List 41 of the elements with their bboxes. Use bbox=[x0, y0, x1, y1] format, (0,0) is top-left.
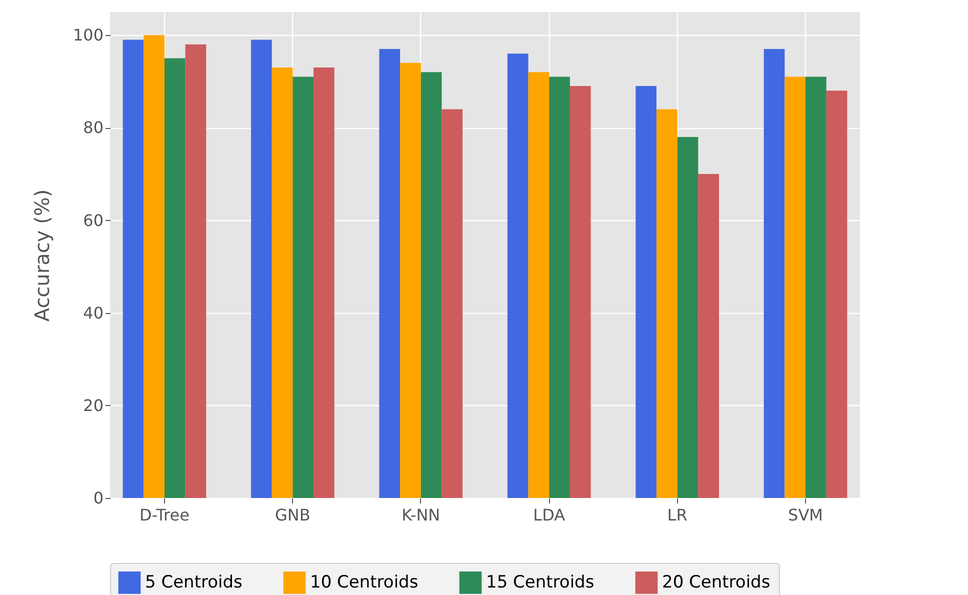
bar bbox=[164, 58, 186, 498]
bar bbox=[314, 68, 334, 498]
bar bbox=[507, 54, 528, 498]
bar bbox=[806, 76, 826, 498]
bar bbox=[292, 76, 314, 498]
bar bbox=[144, 35, 164, 498]
bar bbox=[764, 49, 785, 498]
x-tick-label: SVM bbox=[788, 506, 823, 524]
legend-label: 15 Centroids bbox=[486, 572, 594, 593]
bar bbox=[442, 109, 463, 498]
bar bbox=[826, 90, 848, 498]
bar bbox=[784, 76, 806, 498]
y-tick-label: 20 bbox=[83, 396, 104, 415]
bar bbox=[549, 76, 570, 498]
x-tick-label: GNB bbox=[275, 506, 310, 524]
y-tick-label: 80 bbox=[83, 118, 104, 138]
bar bbox=[122, 40, 144, 498]
bar bbox=[698, 174, 719, 498]
bar bbox=[400, 62, 421, 498]
bar bbox=[677, 136, 698, 498]
x-tick-label: K-NN bbox=[402, 506, 440, 524]
bar bbox=[636, 86, 656, 498]
legend-label: 10 Centroids bbox=[310, 572, 418, 593]
bar bbox=[185, 44, 206, 498]
y-tick-label: 40 bbox=[83, 303, 104, 322]
x-tick-label: LDA bbox=[533, 506, 566, 524]
x-tick-label: LR bbox=[667, 506, 688, 524]
bar bbox=[251, 40, 272, 498]
x-tick-label: D-Tree bbox=[140, 506, 190, 524]
bar bbox=[272, 68, 293, 498]
bar bbox=[420, 72, 442, 498]
y-tick-label: 0 bbox=[93, 488, 104, 508]
bar bbox=[570, 86, 591, 498]
y-axis-title: Accuracy (%) bbox=[30, 189, 54, 322]
bar bbox=[656, 109, 678, 498]
bar bbox=[379, 49, 400, 498]
y-tick-label: 100 bbox=[72, 26, 104, 45]
bar bbox=[528, 72, 550, 498]
y-tick-label: 60 bbox=[83, 210, 104, 230]
legend-label: 20 Centroids bbox=[662, 572, 770, 593]
legend-label: 5 Centroids bbox=[145, 572, 243, 593]
